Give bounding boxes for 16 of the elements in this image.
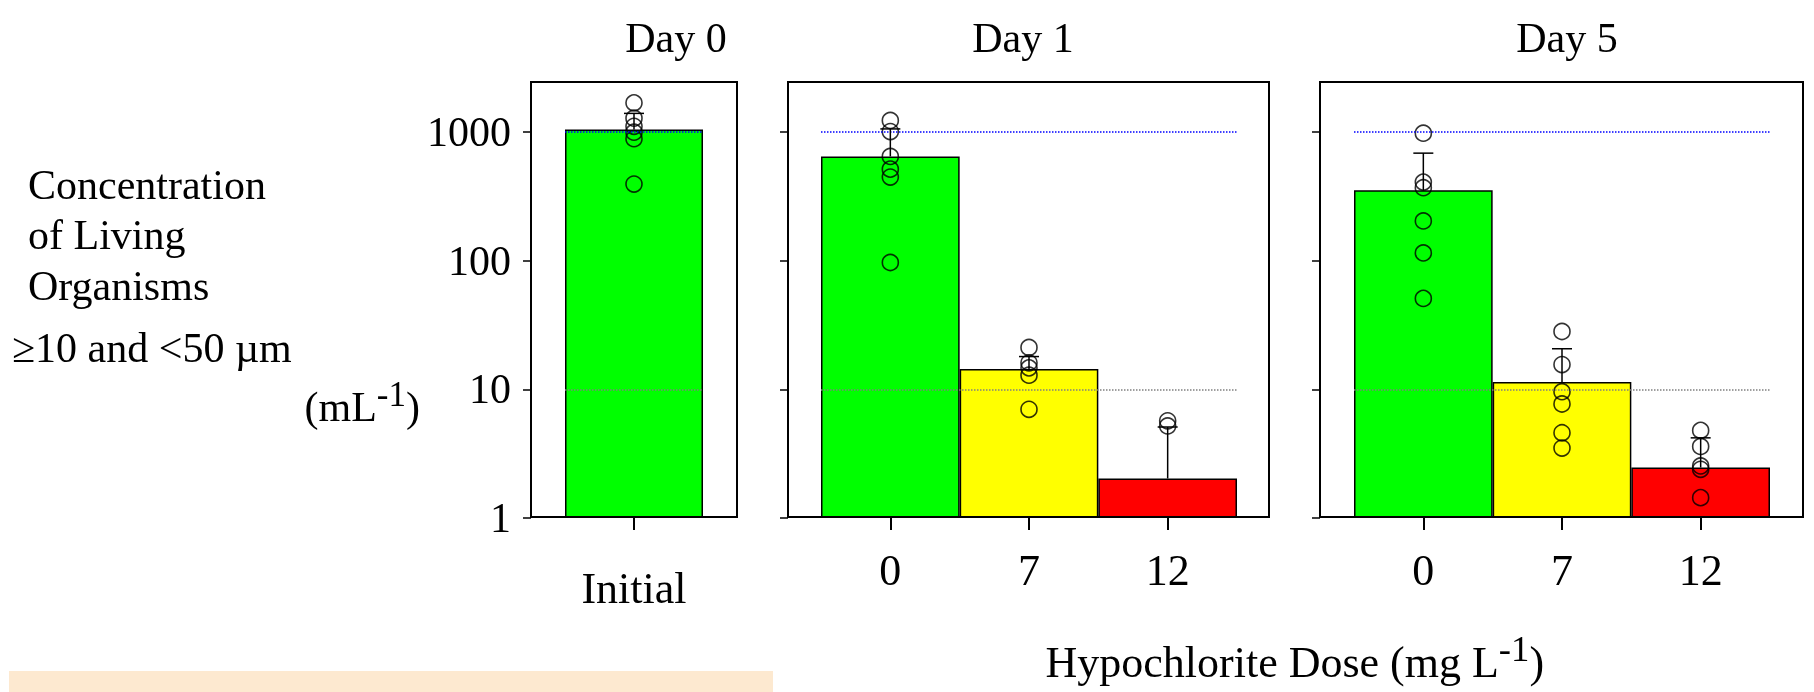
chart-title: Day 5 [1516,15,1618,61]
chart-title: Day 0 [625,15,727,61]
y-tick-label: 1000 [427,109,511,156]
chart-title: Day 1 [972,15,1074,61]
x-tick-label: 7 [1018,545,1040,595]
y-tick-label: 10 [469,366,511,413]
x-axis-title: Hypochlorite Dose (mg L$^{-1}$) [1045,628,1545,689]
x-tick-label: 0 [1412,545,1435,595]
x-tick-label: 12 [1145,545,1190,595]
x-tick-label: Initial [581,563,687,613]
y-tick-label: 1 [490,495,511,541]
x-tick-label: 0 [879,545,902,595]
y-axis-title: Concentration of Living Organisms ≥10 and <50 µm (mL$^{-1}$) [12,161,420,432]
x-tick-label: 7 [1551,545,1573,595]
x-tick-label: 12 [1678,545,1723,595]
y-tick-label: 100 [448,237,511,284]
